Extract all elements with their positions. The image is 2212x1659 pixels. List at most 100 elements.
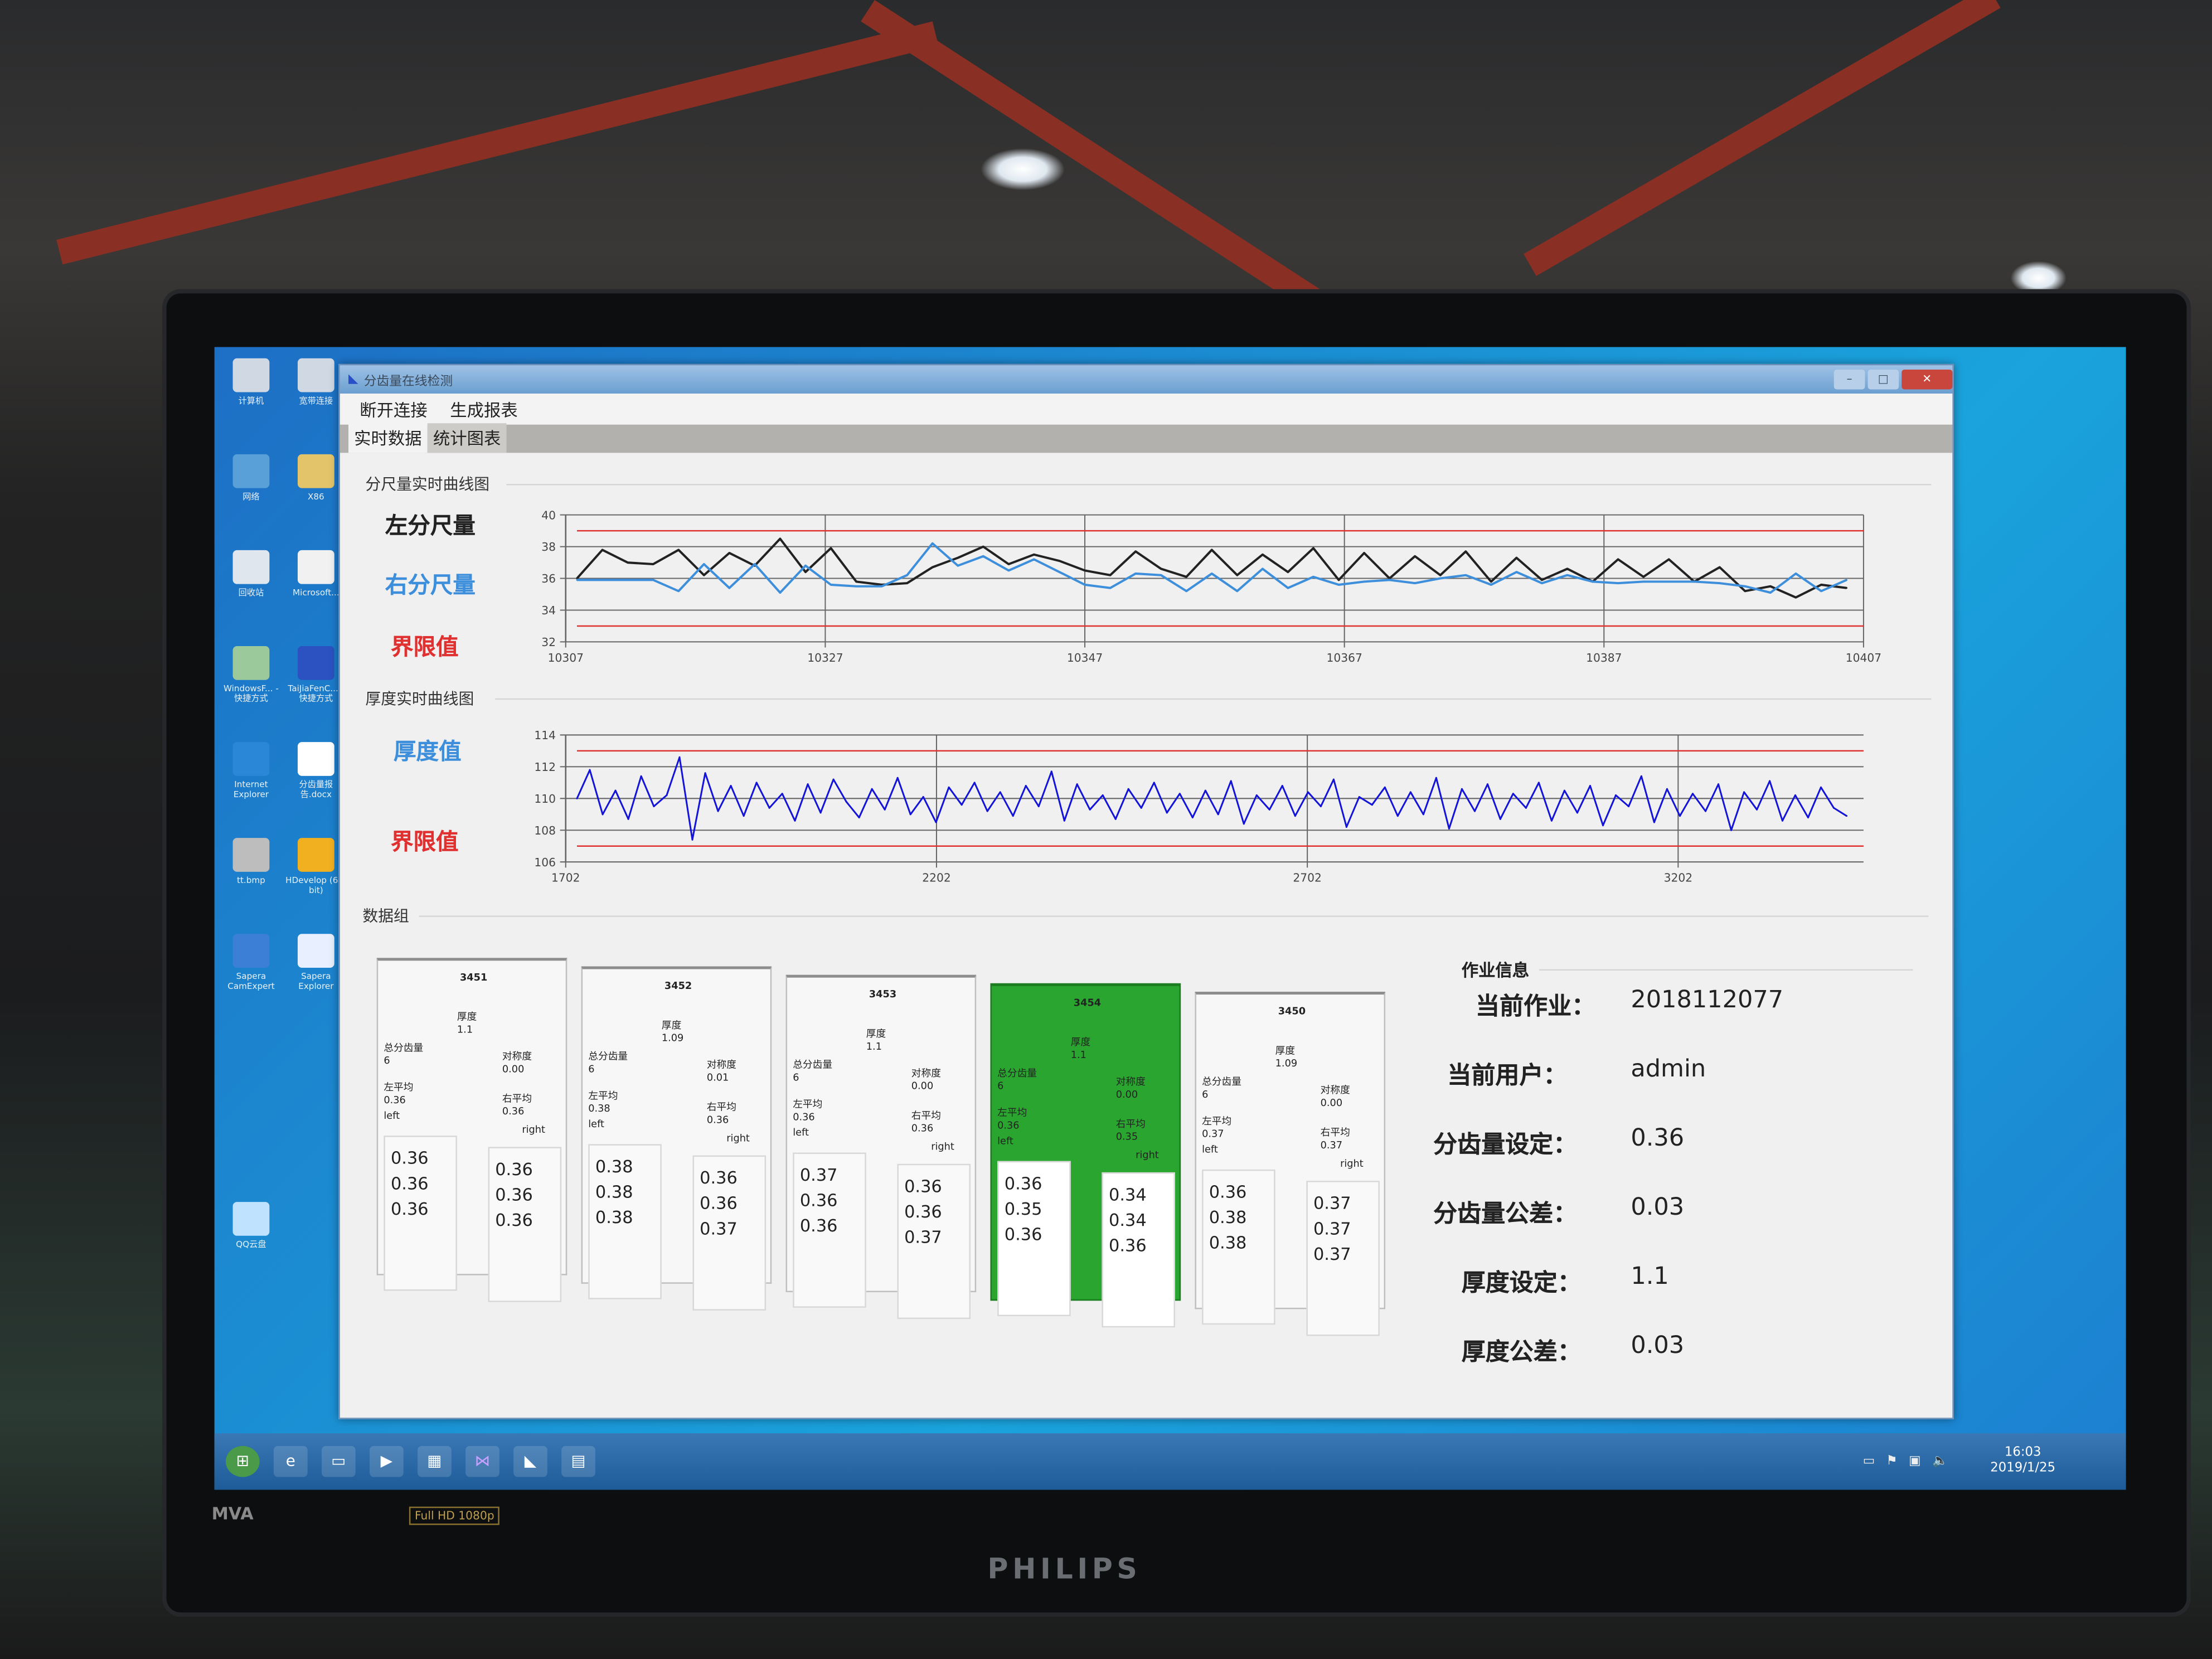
desktop-icon-cloud[interactable]: QQ云盘	[220, 1202, 282, 1250]
job-info-panel: 作业信息 当前作业： 2018112077 当前用户： admin 分齿量设定： 0.36…	[1433, 958, 1913, 1395]
data-point	[1050, 770, 1052, 773]
data-group-card[interactable]: 3450 厚度 1.09 总分齿量 6 对称度 0.00 左平均 0.37 右平均 0.37 left…	[1195, 992, 1386, 1336]
data-point	[1541, 579, 1543, 581]
data-point	[1642, 580, 1645, 583]
data-group-card[interactable]: 3452 厚度 1.09 总分齿量 6 对称度 0.01 左平均 0.38 右平均 0.36 left…	[581, 966, 772, 1311]
taskbar-app-icon[interactable]: ▦	[418, 1445, 452, 1477]
data-point	[1512, 793, 1514, 795]
taskbar-clock[interactable]: 16:03 2019/1/25	[1990, 1446, 2055, 1477]
minimize-button[interactable]: –	[1833, 370, 1865, 390]
tray-network-icon[interactable]: ▣	[1909, 1454, 1921, 1469]
desktop-icon-app-shortcut[interactable]: TaiJiaFenC... - 快捷方式	[285, 646, 347, 704]
right-label: right	[1340, 1158, 1364, 1170]
data-point	[1236, 574, 1238, 576]
data-point	[935, 821, 937, 823]
data-group-card[interactable]: 3454 厚度 1.1 总分齿量 6 对称度 0.00 左平均 0.36 右平均 0.35 left r…	[990, 983, 1181, 1328]
network-connection-icon	[297, 358, 334, 392]
data-point	[1033, 554, 1035, 556]
data-point	[1191, 816, 1194, 819]
desktop-icon-computer[interactable]: 计算机	[220, 358, 282, 406]
tray-flag-icon[interactable]: ⚑	[1886, 1454, 1898, 1469]
system-tray: ▭ ⚑ ▣ 🔈	[1863, 1454, 1948, 1468]
data-point	[1109, 574, 1112, 576]
data-point	[627, 579, 629, 581]
data-point	[1743, 791, 1745, 793]
taskbar-ie-icon[interactable]: e	[273, 1445, 308, 1477]
data-point	[1211, 573, 1213, 575]
desktop-icon-label: HDevelop (64-bit)	[285, 876, 347, 896]
data-point	[576, 797, 578, 799]
data-point	[1617, 582, 1619, 584]
desktop-icon-shortcut[interactable]: WindowsF... - 快捷方式	[220, 646, 282, 704]
data-group-card[interactable]: 3451 厚度 1.1 总分齿量 6 对称度 0.00 左平均 0.36 右平均 0.36 left r…	[376, 958, 567, 1302]
tab-statistics-chart[interactable]: 统计图表	[427, 423, 507, 453]
desktop-icon-network-connection[interactable]: 宽带连接	[285, 358, 347, 406]
thickness-label: 厚度	[457, 1011, 477, 1023]
data-point	[1371, 804, 1373, 806]
measurement-value: 0.34	[1109, 1185, 1147, 1205]
desktop-icon-ie[interactable]: Internet Explorer	[220, 742, 282, 800]
left-label: left	[384, 1110, 400, 1122]
data-point	[1589, 785, 1591, 787]
desktop-icon-recycle-bin[interactable]: 回收站	[220, 550, 282, 598]
symmetry-value: 0.00	[911, 1080, 934, 1092]
data-point	[576, 579, 578, 581]
job-info-value: 2018112077	[1631, 986, 1784, 1015]
data-point	[1525, 807, 1527, 809]
menu-generate-report[interactable]: 生成报表	[450, 400, 518, 420]
measurement-value: 0.37	[700, 1219, 738, 1239]
data-point	[1414, 582, 1416, 584]
desktop-icon-search[interactable]: Sapera Explorer	[285, 934, 347, 992]
x-tick-label: 10307	[548, 651, 584, 664]
tab-realtime-data[interactable]: 实时数据	[348, 423, 428, 453]
card-id: 3450	[1278, 1006, 1306, 1017]
folder-icon	[297, 454, 334, 488]
data-point	[1363, 580, 1365, 583]
menu-disconnect[interactable]: 断开连接	[360, 400, 428, 420]
desktop-icon-hdevelop[interactable]: HDevelop (64-bit)	[285, 838, 347, 896]
desktop-icon-network[interactable]: 网络	[220, 454, 282, 502]
maximize-button[interactable]: □	[1867, 370, 1899, 390]
start-button[interactable]: ⊞	[225, 1445, 260, 1477]
left-avg-label: 左平均	[1202, 1115, 1232, 1127]
data-point	[1127, 788, 1129, 790]
hd-badge: Full HD 1080p	[409, 1506, 500, 1525]
data-point	[1846, 587, 1848, 589]
data-point	[794, 819, 796, 822]
right-avg-value: 0.36	[502, 1105, 525, 1118]
close-button[interactable]: ✕	[1901, 370, 1953, 390]
hdevelop-icon	[297, 838, 334, 872]
desktop-icon-file[interactable]: Microsoft...	[285, 550, 347, 598]
title-bar[interactable]: ◣ 分齿量在线检测 – □ ✕	[339, 365, 1953, 394]
data-point	[1537, 782, 1540, 784]
taskbar-folder-icon[interactable]: ▭	[321, 1445, 356, 1477]
data-point	[1653, 821, 1655, 823]
data-point	[1211, 549, 1213, 551]
right-label: right	[726, 1133, 750, 1144]
tray-keyboard-icon[interactable]: ▭	[1862, 1454, 1875, 1469]
desktop-icon-bitmap[interactable]: tt.bmp	[220, 838, 282, 886]
desktop-icon-folder[interactable]: X86	[285, 454, 347, 502]
data-point	[896, 777, 899, 779]
data-group-card[interactable]: 3453 厚度 1.1 总分齿量 6 对称度 0.00 左平均 0.36 右平均 0.36 left r…	[785, 974, 977, 1320]
desktop-icon-camera[interactable]: Sapera CamExpert	[220, 934, 282, 992]
data-point	[1338, 584, 1340, 586]
taskbar-paint-icon[interactable]: ▤	[561, 1445, 595, 1477]
data-point	[1755, 808, 1758, 811]
job-info-label: 厚度公差：	[1461, 1338, 1582, 1367]
data-point	[884, 808, 886, 811]
taskbar-media-icon[interactable]: ▶	[370, 1445, 404, 1477]
measurement-value: 0.36	[495, 1185, 533, 1205]
data-point	[932, 542, 934, 545]
data-point	[703, 574, 705, 576]
data-point	[1691, 793, 1694, 795]
tray-volume-icon[interactable]: 🔈	[1932, 1454, 1948, 1469]
measurement-value: 0.36	[1004, 1224, 1042, 1244]
taskbar-active-app-icon[interactable]: ◣	[513, 1445, 547, 1477]
data-point	[804, 565, 807, 567]
data-point	[1058, 560, 1060, 562]
data-point	[1719, 566, 1721, 569]
taskbar-visual-studio-icon[interactable]: ⋈	[465, 1445, 499, 1477]
desktop-icon-word-doc[interactable]: 分齿量报告.docx	[285, 742, 347, 800]
ceiling-beam	[1524, 0, 2001, 276]
